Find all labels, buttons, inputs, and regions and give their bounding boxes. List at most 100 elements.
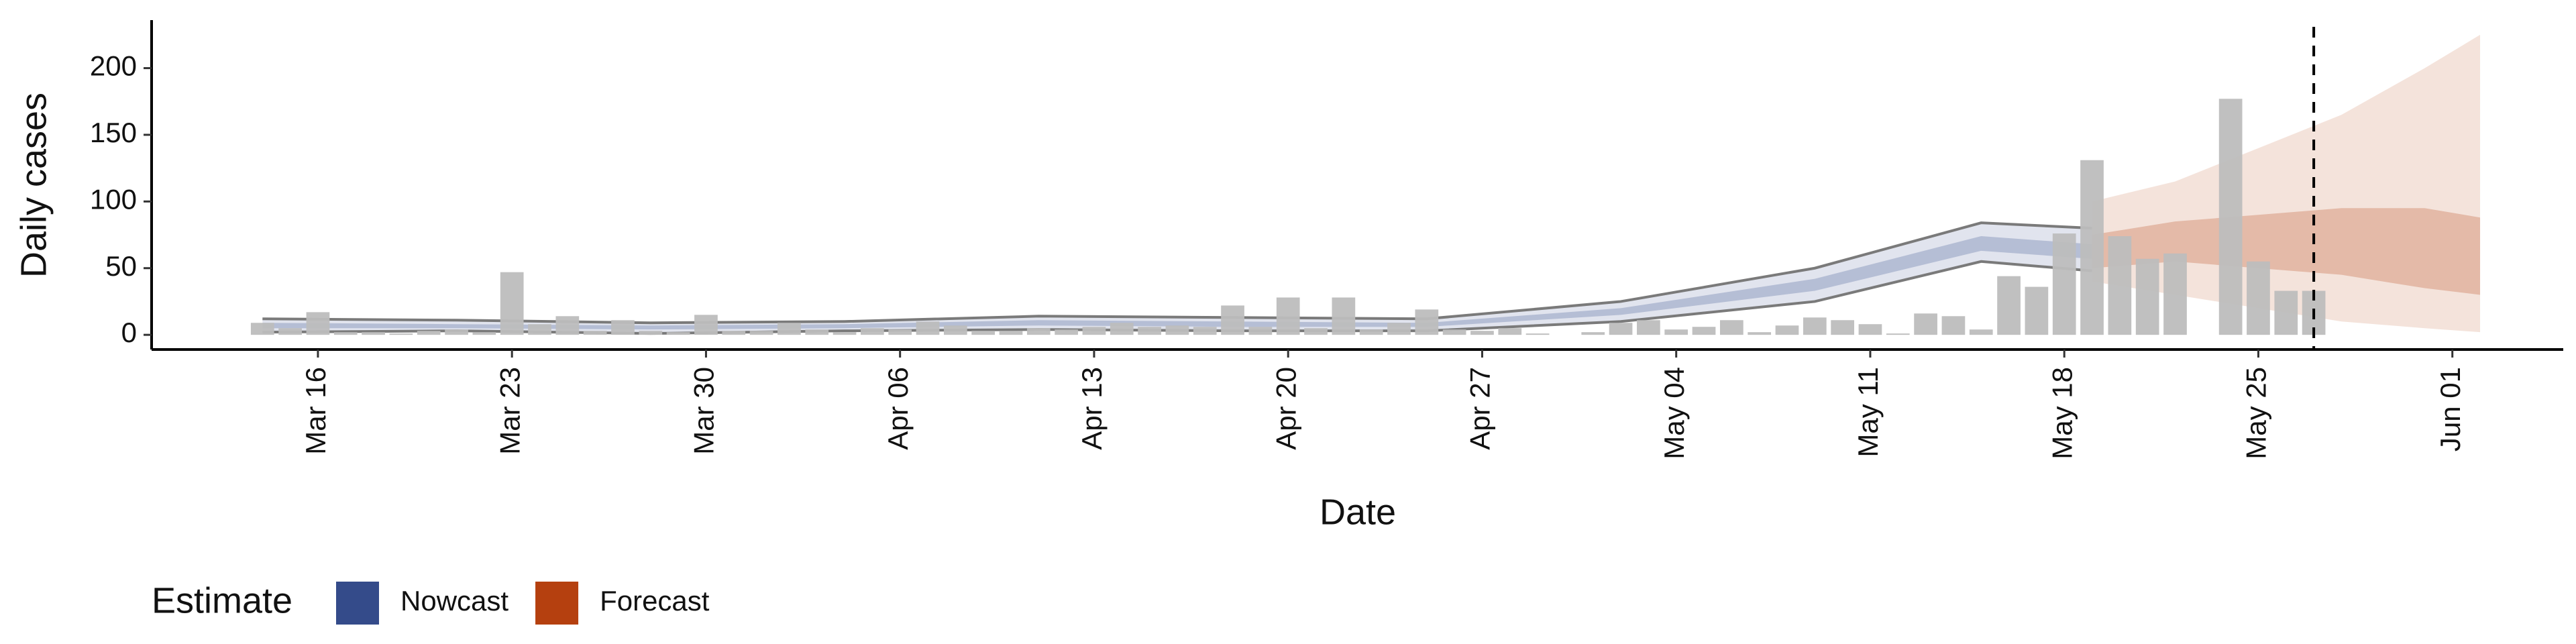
x-tick-label: Mar 23 (494, 367, 525, 455)
legend-key (336, 582, 379, 625)
bar (528, 324, 551, 335)
bar (1664, 329, 1688, 335)
legend-label: Forecast (600, 585, 710, 616)
bar (1442, 329, 1466, 335)
bar (1165, 325, 1189, 335)
bar (472, 332, 496, 335)
bar (1082, 327, 1106, 335)
bar (250, 323, 274, 335)
bar (2052, 233, 2076, 335)
bar (1415, 309, 1439, 335)
x-tick-label: Apr 06 (882, 367, 914, 450)
bar (1914, 313, 1937, 335)
bar (611, 320, 635, 335)
bar (1692, 327, 1716, 335)
bar (333, 332, 358, 335)
bar (1803, 317, 1827, 335)
bar (583, 331, 607, 335)
bar (1304, 328, 1328, 335)
x-tick-label: May 11 (1852, 367, 1884, 458)
bar (1748, 332, 1772, 335)
bar (888, 329, 912, 335)
band-90 (262, 223, 2092, 334)
bar (2163, 253, 2187, 335)
bar (2218, 99, 2243, 335)
bar (417, 331, 441, 335)
x-tick-label: May 25 (2241, 367, 2272, 460)
bar (555, 316, 580, 335)
x-tick-label: Mar 16 (300, 367, 331, 455)
bar (2247, 261, 2270, 335)
bar (749, 331, 773, 335)
bar (1138, 327, 1161, 335)
bar (1193, 327, 1217, 335)
bar (1055, 329, 1078, 335)
x-tick-label: May 04 (1658, 367, 1690, 460)
bar (1498, 328, 1522, 335)
bar (2135, 258, 2159, 335)
bar (943, 325, 967, 335)
bar (389, 333, 413, 335)
bar (1969, 329, 1993, 335)
bar (1332, 297, 1356, 335)
x-axis-title: Date (1320, 492, 1396, 532)
bar (1248, 327, 1273, 335)
bar (2274, 290, 2298, 335)
band-50 (2092, 208, 2481, 295)
bar (861, 328, 884, 335)
band-50 (262, 236, 2092, 330)
bar (1110, 323, 1134, 335)
bar (306, 312, 330, 335)
legend-label: Nowcast (400, 585, 508, 616)
bar (916, 321, 940, 335)
bar (1831, 320, 1854, 335)
bar (971, 331, 996, 335)
bar (1470, 331, 1494, 335)
bar (722, 331, 746, 335)
bar (694, 315, 718, 335)
y-axis-title: Daily cases (13, 93, 54, 278)
y-tick-label: 200 (90, 50, 137, 82)
x-tick-label: May 18 (2046, 367, 2078, 460)
bar (1997, 276, 2021, 335)
bar (1359, 329, 1383, 335)
bar (2108, 236, 2132, 335)
x-tick-label: Jun 01 (2434, 367, 2466, 451)
legend-key (535, 582, 579, 625)
bar (999, 331, 1023, 335)
bar (1609, 323, 1633, 335)
y-tick-label: 0 (121, 317, 137, 348)
bar (1775, 325, 1799, 335)
bar (1858, 324, 1882, 335)
x-tick-label: Apr 20 (1270, 367, 1301, 450)
bar (1581, 332, 1605, 335)
bar (500, 272, 524, 335)
bar (1886, 333, 1910, 335)
y-tick-label: 150 (90, 117, 137, 148)
bar (833, 332, 857, 335)
bar (1719, 320, 1743, 335)
bar (805, 329, 829, 335)
bar (1026, 328, 1051, 335)
bar (1637, 320, 1660, 335)
y-tick-label: 50 (105, 250, 137, 282)
bar (278, 328, 302, 335)
x-tick-label: Apr 27 (1464, 367, 1496, 450)
y-tick-label: 100 (90, 183, 137, 215)
bar (1221, 305, 1244, 335)
bar (1387, 323, 1411, 335)
bar (445, 329, 468, 335)
legend-title: Estimate (152, 580, 292, 621)
bar (2025, 286, 2049, 335)
bar (1941, 316, 1966, 335)
x-tick-label: Mar 30 (688, 367, 720, 455)
x-tick-label: Apr 13 (1076, 367, 1108, 450)
bar (2080, 160, 2104, 335)
bar (1525, 333, 1550, 335)
band-90 (2092, 34, 2481, 333)
bar (777, 323, 801, 335)
bar (1276, 297, 1300, 335)
bar (639, 331, 663, 335)
